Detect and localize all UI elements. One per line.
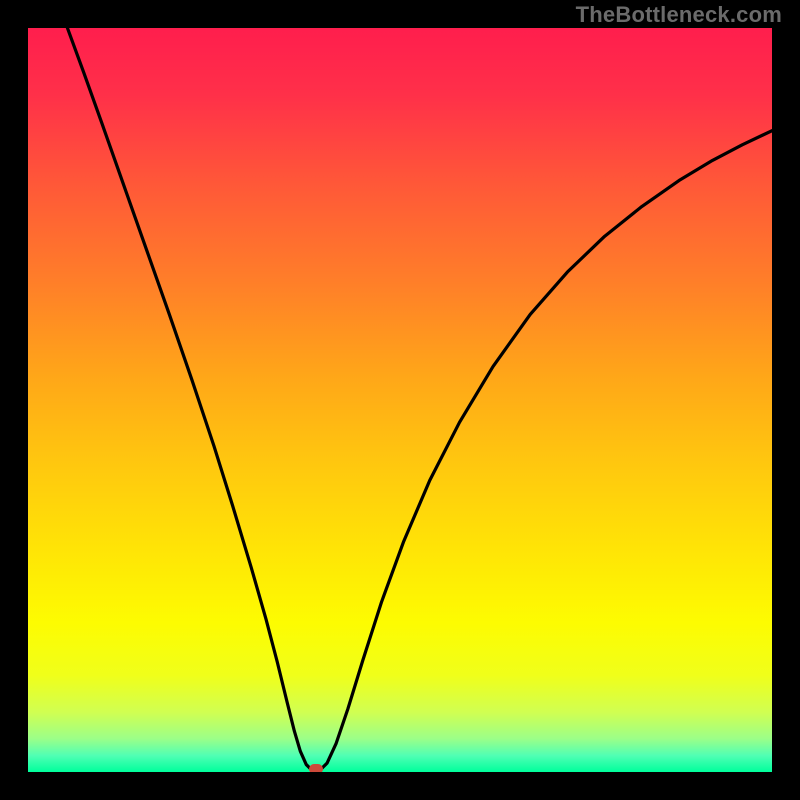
attribution-text: TheBottleneck.com <box>576 2 782 28</box>
curve-path <box>67 28 772 771</box>
plot-area <box>28 28 772 772</box>
bottleneck-curve <box>28 28 772 772</box>
optimum-marker <box>309 764 323 772</box>
plot-frame <box>0 0 800 800</box>
